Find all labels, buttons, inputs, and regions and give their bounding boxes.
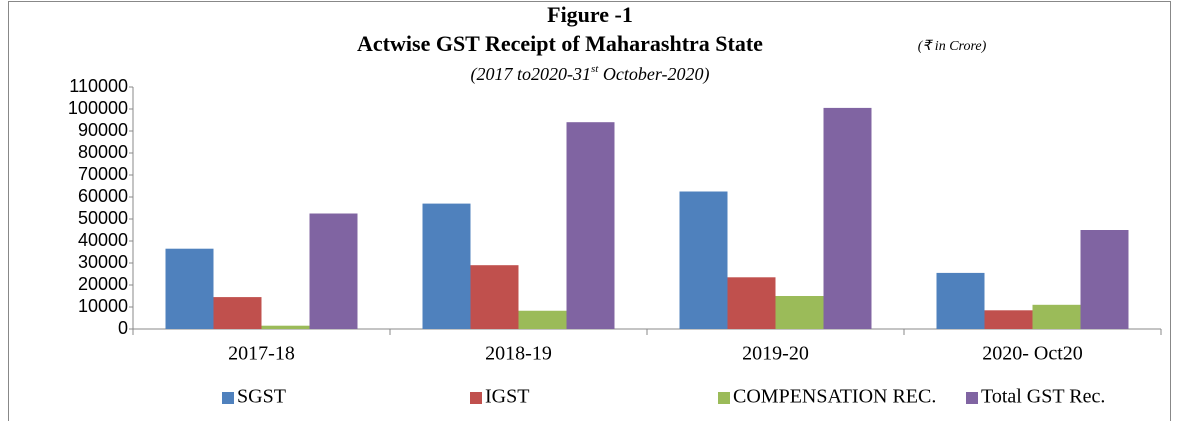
- legend-label: COMPENSATION REC.: [733, 386, 936, 408]
- bar: [679, 191, 728, 329]
- bar: [727, 277, 776, 329]
- bar: [1032, 304, 1081, 329]
- unit-note: (₹ in Crore): [918, 39, 987, 54]
- y-tick-label: 0: [118, 318, 128, 338]
- y-tick-label: 70000: [78, 164, 128, 184]
- chart-title: Figure -1: [547, 2, 633, 27]
- legend-swatch: [470, 392, 482, 404]
- y-tick-label: 50000: [78, 208, 128, 228]
- bar: [309, 213, 358, 329]
- legend-swatch: [222, 392, 234, 404]
- subtitle-sup: st: [591, 63, 599, 75]
- y-tick-label: 80000: [78, 142, 128, 162]
- legend-label: Total GST Rec.: [981, 386, 1105, 408]
- y-tick-label: 40000: [78, 230, 128, 250]
- x-tick-label: 2017-18: [228, 343, 295, 365]
- chart-title-2: Actwise GST Receipt of Maharashtra State: [357, 31, 763, 56]
- bar: [775, 296, 824, 329]
- bar: [422, 203, 471, 329]
- legend-swatch: [718, 392, 730, 404]
- bar: [470, 265, 519, 329]
- y-tick-label: 60000: [78, 186, 128, 206]
- bar: [1080, 230, 1129, 329]
- subtitle: (2017 to2020-31st October-2020): [471, 63, 710, 86]
- y-tick-label: 20000: [78, 274, 128, 294]
- bar: [566, 122, 615, 329]
- bar: [165, 248, 214, 329]
- x-tick-label: 2018-19: [485, 343, 552, 365]
- y-tick-label: 110000: [69, 76, 128, 96]
- bar: [213, 297, 262, 329]
- legend-label: SGST: [237, 386, 286, 408]
- x-tick-label: 2019-20: [742, 343, 809, 365]
- y-tick-label: 30000: [78, 252, 128, 272]
- legend-label: IGST: [485, 386, 529, 408]
- subtitle-part: (2017 to2020-31: [471, 64, 592, 85]
- subtitle-part: October-2020): [598, 64, 709, 85]
- y-tick-label: 100000: [68, 98, 128, 118]
- bar: [823, 107, 872, 330]
- legend-swatch: [966, 392, 978, 404]
- bar: [261, 325, 310, 329]
- x-tick-label: 2020- Oct20: [982, 343, 1083, 365]
- bar: [936, 272, 985, 329]
- chart-frame: [8, 1, 1171, 421]
- bar: [984, 310, 1033, 329]
- y-tick-label: 90000: [78, 120, 128, 140]
- bar: [518, 310, 567, 329]
- y-tick-label: 10000: [78, 296, 128, 316]
